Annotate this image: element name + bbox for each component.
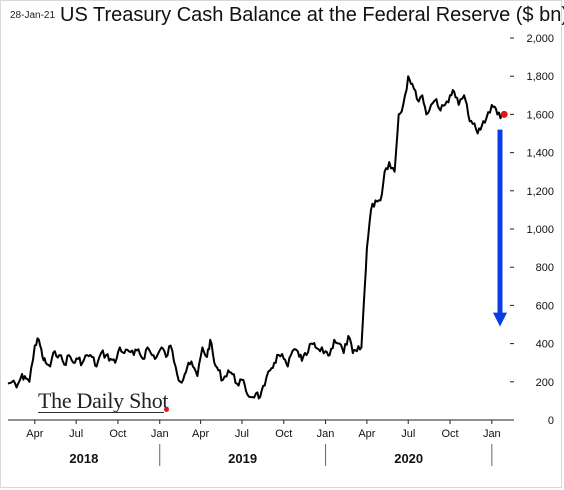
x-tick-label: Oct (275, 428, 292, 440)
series-line (7, 75, 504, 400)
axes-group: 0 200 400 600 800 1,000 1,200 1,400 1,600 1,800 2,… (8, 33, 554, 466)
y-tick-label: 200 (536, 377, 554, 389)
x-tick-label: Jan (317, 428, 335, 440)
year-label: 2020 (394, 451, 423, 466)
y-tick-label: 1,200 (526, 186, 554, 198)
x-tick-label: Jan (483, 428, 501, 440)
y-tick-label: 1,000 (526, 224, 554, 236)
y-tick-label: 0 (548, 415, 554, 427)
x-tick-label: Oct (109, 428, 126, 440)
x-tick-label: Jan (151, 428, 169, 440)
x-tick-label: Apr (358, 428, 375, 440)
x-tick-label: Apr (26, 428, 43, 440)
y-tick-label: 400 (536, 339, 554, 351)
annotation-arrow-head (493, 312, 507, 327)
y-tick-label: 800 (536, 262, 554, 274)
y-tick-label: 2,000 (526, 33, 554, 45)
brand-underline (38, 412, 164, 413)
brand-dot (164, 407, 169, 412)
y-tick-label: 600 (536, 300, 554, 312)
y-tick-label: 1,800 (526, 71, 554, 83)
year-label: 2018 (69, 451, 98, 466)
x-tick-label: Oct (441, 428, 458, 440)
date-stamp: 28-Jan-21 (10, 10, 56, 21)
marks-group (7, 75, 508, 400)
x-tick-label: Jul (235, 428, 249, 440)
y-tick-label: 1,600 (526, 109, 554, 121)
chart-title: US Treasury Cash Balance at the Federal … (60, 4, 564, 26)
brand-watermark: The Daily Shot (38, 388, 169, 413)
x-tick-label: Jul (401, 428, 415, 440)
x-tick-label: Apr (192, 428, 209, 440)
last-value-marker (500, 110, 508, 118)
y-tick-label: 1,400 (526, 148, 554, 160)
x-tick-label: Jul (69, 428, 83, 440)
year-label: 2019 (228, 451, 257, 466)
